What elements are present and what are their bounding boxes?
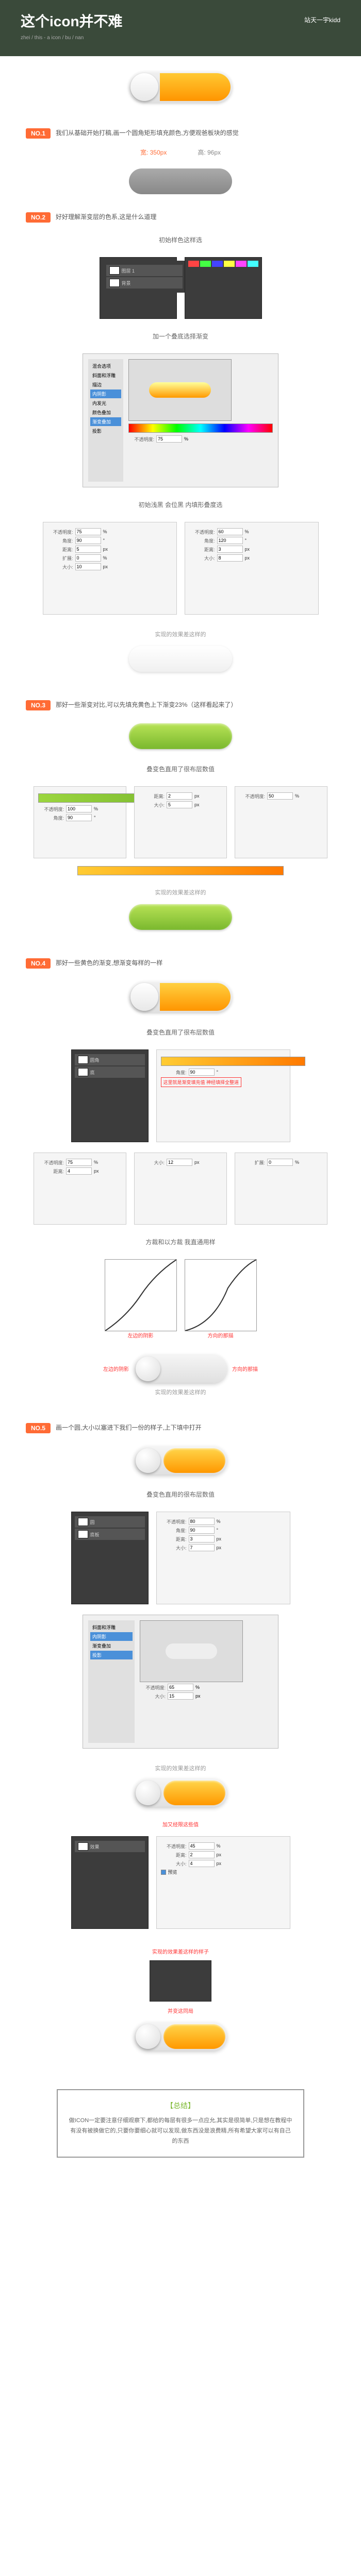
layer-item[interactable]: 图层 1 (106, 265, 183, 276)
hero-toggle (129, 72, 232, 103)
summary-title: 【总结】 (68, 2100, 293, 2111)
step-2: NO.2 好好理解渐变层的色系,这是什么道理 (26, 212, 335, 223)
pill-gray-demo (129, 168, 232, 194)
shadow-panel-2: 不透明度:% 角度:° 距离:px 大小:px (185, 522, 319, 615)
step-4: NO.4 那好一些黄色的渐变,想渐变每样的一样 (26, 958, 335, 969)
author: 站天一宇kidd (304, 15, 340, 24)
ps-color-picker: 图层 1 背景 (100, 257, 177, 319)
dimensions: 宽: 350px 高: 96px (140, 148, 221, 157)
pill-white-result (129, 646, 232, 672)
ps-swatches (185, 257, 262, 319)
shadow-panel: 不透明度:% 角度:° 距离:px 扩展:% 大小:px (43, 522, 177, 615)
summary-box: 【总结】 做ICON一定要注意仔细观察下,都给的每层有很多一点应允,其实是很简单… (57, 2089, 304, 2158)
layer-item[interactable]: 背景 (106, 277, 183, 289)
step-text: 我们从基础开始打稿,画一个圆角矩形填充颜色,方便观爸板块的感觉 (56, 128, 239, 138)
preview (128, 359, 232, 421)
curve-editor[interactable] (185, 1259, 257, 1331)
orange-gradient (77, 866, 284, 875)
layer-style-dialog: 混合选项 斜面和浮雕 描边 内阴影 内发光 颜色叠加 渐变叠加 投影 不透明度:… (83, 353, 278, 487)
gradient-panel: 不透明度:% 角度:° (34, 786, 126, 858)
subtitle: zhei / this - a icon / bu / nan (21, 35, 361, 41)
step-5: NO.5 画一个圆,大小以塞进下我们一份的样子,上下填中打开 (26, 1423, 335, 1433)
pill-green-demo (129, 723, 232, 749)
toggle-result (134, 1354, 227, 1383)
step-tag: NO.1 (26, 128, 51, 139)
header: 这个icon并不难 zhei / this - a icon / bu / na… (0, 0, 361, 56)
ls-option[interactable]: 混合选项 (90, 362, 121, 370)
red-note: 加又经限这些值 (162, 1820, 199, 1828)
hue-strip[interactable] (128, 423, 273, 433)
step-3: NO.3 那好一些渐变对比,可以先填充黄色上下渐变23%（这样看起来了） (26, 700, 335, 710)
curve-editor[interactable] (105, 1259, 177, 1331)
callout: 这里就是渐变填充值 神经填择全整道 (161, 1077, 242, 1087)
layers-panel: 圆角 底 (71, 1049, 149, 1142)
opacity-input[interactable] (156, 435, 182, 443)
caption: 初始样色这样选 (159, 235, 202, 244)
step-1: NO.1 我们从基础开始打稿,画一个圆角矩形填充颜色,方便观爸板块的感觉 (26, 128, 335, 139)
